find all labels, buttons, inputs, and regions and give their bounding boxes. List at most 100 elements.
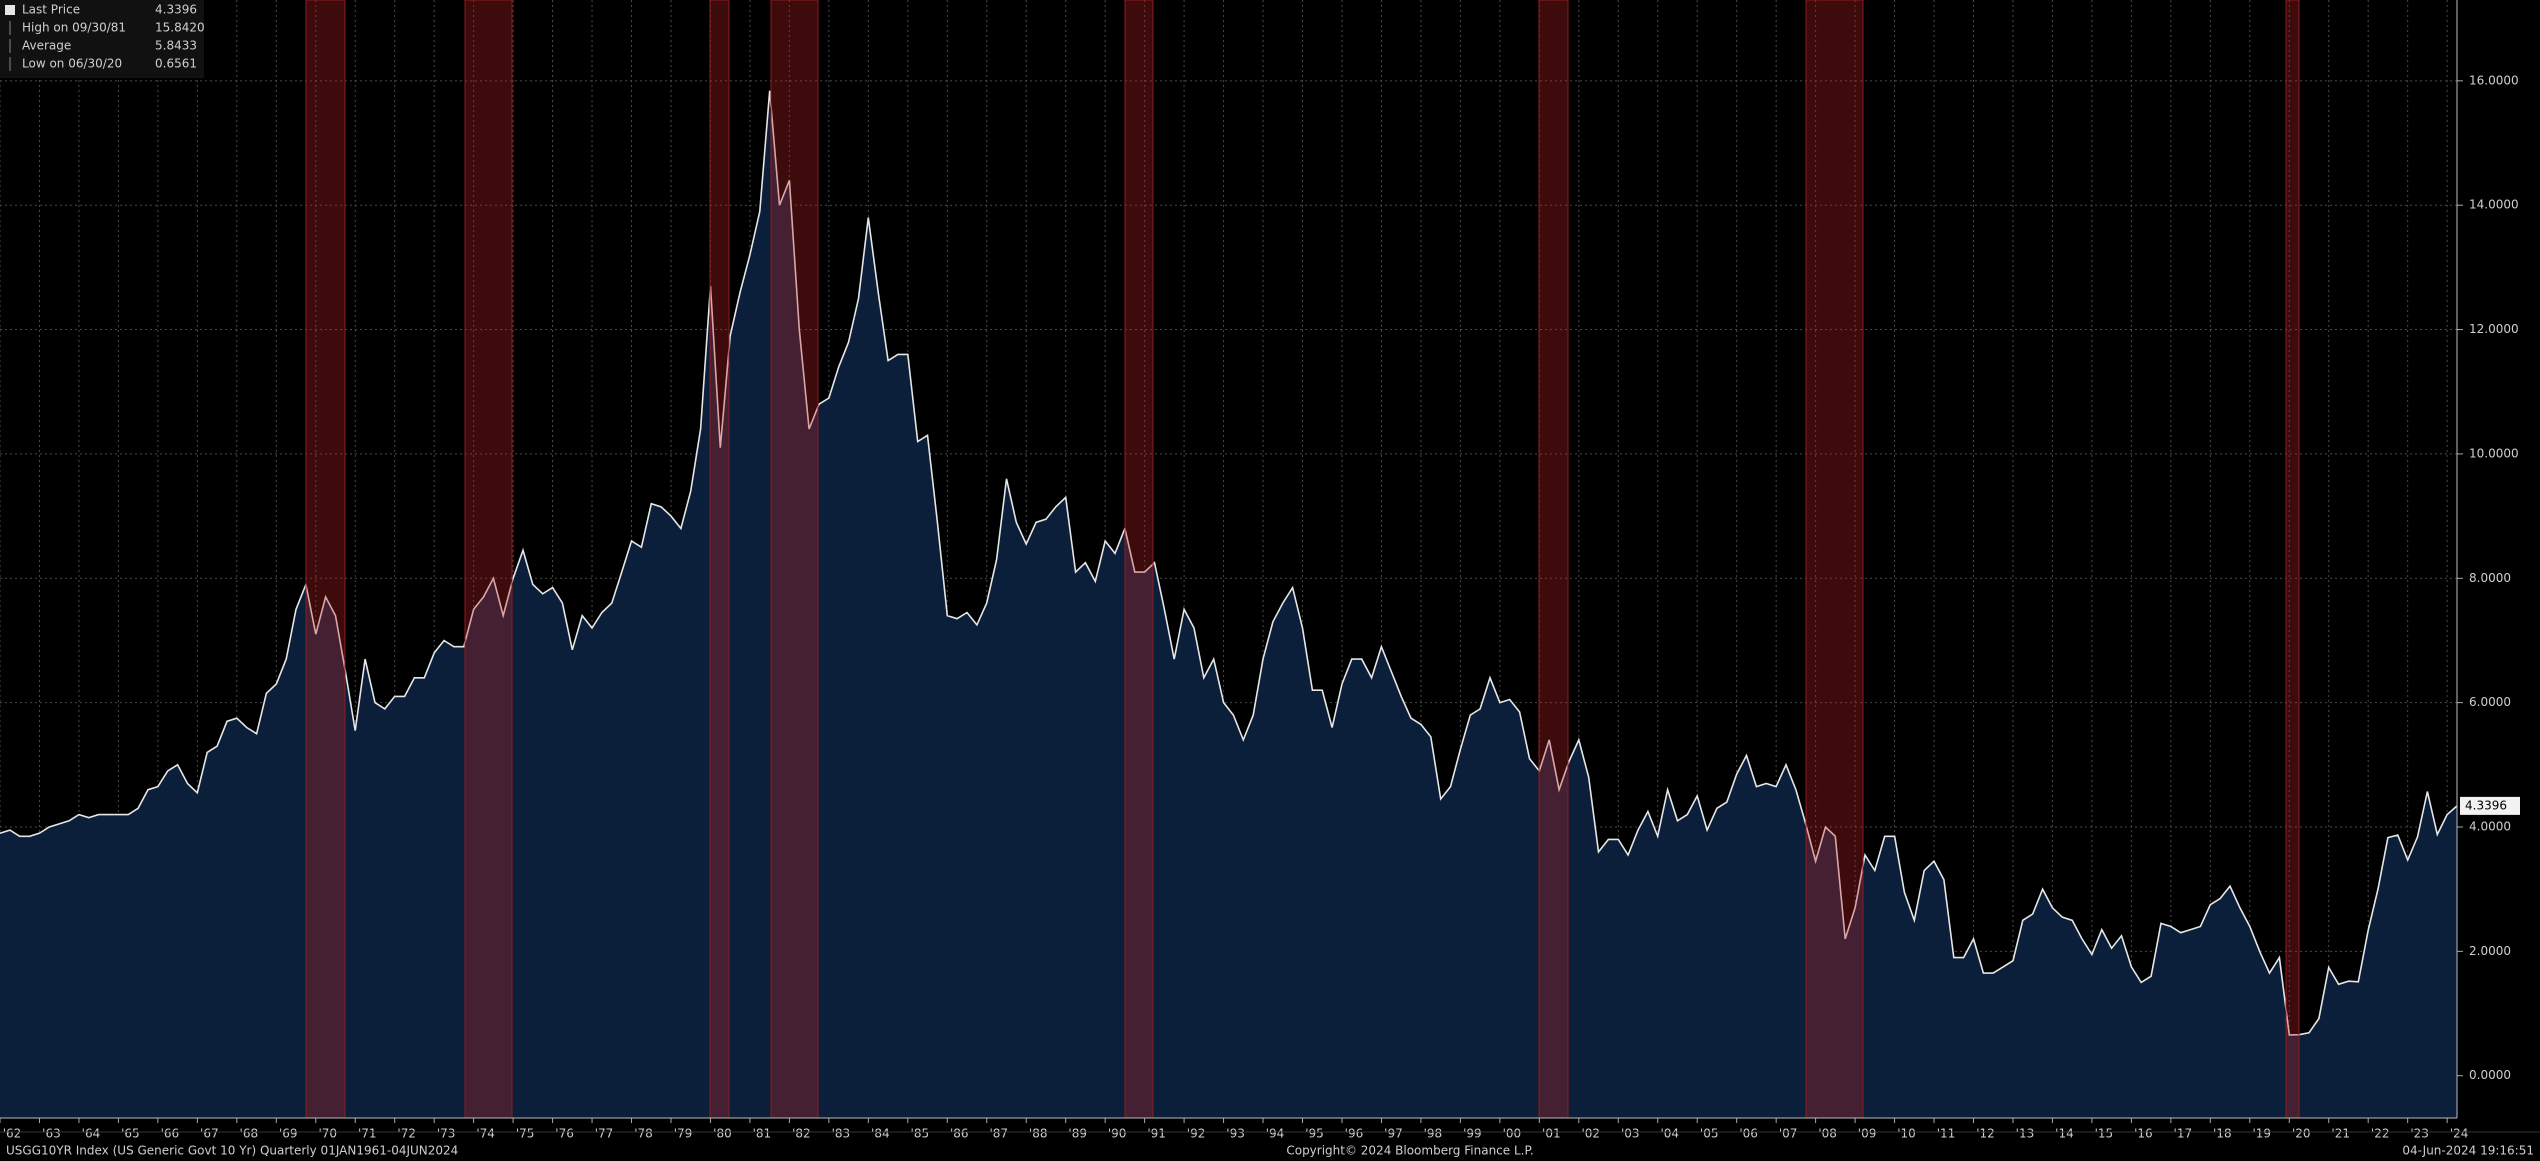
x-tick-label: '86 (950, 1127, 969, 1141)
x-tick-label: '63 (42, 1127, 61, 1141)
axis: 0.0000 2.0000 4.0000 6.0000 8.0000 10.0000 12.… (0, 0, 2520, 1141)
x-tick-label: '80 (713, 1127, 732, 1141)
x-tick-label: '67 (200, 1127, 219, 1141)
recession-band (305, 0, 346, 1119)
x-tick-label: '06 (1739, 1127, 1758, 1141)
y-tick-label: 4.0000 (2469, 819, 2511, 833)
x-tick-label: '90 (1108, 1127, 1127, 1141)
x-tick-label: '07 (1779, 1127, 1798, 1141)
x-tick-label: '13 (2016, 1127, 2035, 1141)
x-tick-label: '00 (1503, 1127, 1522, 1141)
recession-band (709, 0, 730, 1119)
legend-value: 15.8420 (155, 21, 205, 35)
x-tick-label: '18 (2213, 1127, 2232, 1141)
x-tick-label: '11 (1937, 1127, 1956, 1141)
x-tick-label: '96 (1345, 1127, 1364, 1141)
x-tick-label: '97 (1384, 1127, 1403, 1141)
x-tick-label: '20 (2292, 1127, 2311, 1141)
x-tick-label: '70 (318, 1127, 337, 1141)
x-tick-label: '05 (1700, 1127, 1719, 1141)
last-price-label: 4.3396 (2465, 798, 2507, 812)
x-tick-label: '02 (1582, 1127, 1601, 1141)
y-tick-label: 8.0000 (2469, 571, 2511, 585)
x-tick-label: '92 (1187, 1127, 1206, 1141)
recession-band (2285, 0, 2300, 1119)
legend-value: 4.3396 (155, 3, 197, 17)
y-tick-label: 6.0000 (2469, 695, 2511, 709)
legend-box (0, 0, 204, 78)
plot (0, 90, 2458, 1119)
x-tick-label: '66 (161, 1127, 180, 1141)
recession-band (1124, 0, 1154, 1119)
x-tick-label: '76 (555, 1127, 574, 1141)
x-tick-label: '24 (2450, 1127, 2469, 1141)
legend: Last Price 4.3396 High on 09/30/81 15.8420 A… (0, 0, 205, 78)
x-tick-label: '81 (753, 1127, 772, 1141)
x-tick-label: '84 (871, 1127, 890, 1141)
x-tick-label: '68 (240, 1127, 259, 1141)
x-tick-label: '78 (634, 1127, 653, 1141)
y-tick-label: 2.0000 (2469, 944, 2511, 958)
legend-name: Average (22, 39, 71, 53)
x-tick-label: '16 (2134, 1127, 2153, 1141)
x-tick-label: '23 (2410, 1127, 2429, 1141)
y-tick-label: 0.0000 (2469, 1068, 2511, 1082)
x-tick-label: '01 (1542, 1127, 1561, 1141)
x-tick-label: '64 (82, 1127, 101, 1141)
x-tick-label: '04 (1660, 1127, 1679, 1141)
recession-band (464, 0, 513, 1119)
legend-value: 0.6561 (155, 57, 197, 71)
y-tick-label: 14.0000 (2469, 198, 2519, 212)
x-tick-label: '89 (1068, 1127, 1087, 1141)
recession-band (770, 0, 819, 1119)
x-tick-label: '73 (437, 1127, 456, 1141)
x-tick-label: '98 (1424, 1127, 1443, 1141)
footer-right: 04-Jun-2024 19:16:51 (2402, 1144, 2534, 1158)
x-tick-label: '14 (2055, 1127, 2074, 1141)
x-tick-label: '87 (989, 1127, 1008, 1141)
x-tick-label: '69 (279, 1127, 298, 1141)
footer-left: USGG10YR Index (US Generic Govt 10 Yr) Q… (6, 1144, 458, 1158)
x-tick-label: '94 (1266, 1127, 1285, 1141)
y-tick-label: 16.0000 (2469, 73, 2519, 87)
x-tick-label: '71 (358, 1127, 377, 1141)
x-tick-label: '10 (1897, 1127, 1916, 1141)
legend-swatch (5, 5, 15, 15)
recession-band (1538, 0, 1569, 1119)
legend-name: Last Price (22, 3, 80, 17)
x-tick-label: '22 (2371, 1127, 2390, 1141)
x-tick-label: '17 (2174, 1127, 2193, 1141)
x-tick-label: '74 (476, 1127, 495, 1141)
x-tick-label: '95 (1305, 1127, 1324, 1141)
x-tick-label: '15 (2095, 1127, 2114, 1141)
last-price-tag (2460, 796, 2520, 815)
area (0, 90, 2457, 1119)
footer-center: Copyright© 2024 Bloomberg Finance L.P. (1286, 1144, 1533, 1158)
x-tick-label: '03 (1621, 1127, 1640, 1141)
x-tick-label: '12 (1976, 1127, 1995, 1141)
x-tick-label: '09 (1858, 1127, 1877, 1141)
legend-name: High on 09/30/81 (22, 21, 126, 35)
x-tick-label: '75 (516, 1127, 535, 1141)
x-tick-label: '99 (1463, 1127, 1482, 1141)
y-tick-label: 12.0000 (2469, 322, 2519, 336)
x-tick-label: '83 (832, 1127, 851, 1141)
line (0, 90, 2458, 1036)
x-tick-label: '72 (397, 1127, 416, 1141)
x-tick-label: '93 (1226, 1127, 1245, 1141)
x-tick-label: '85 (911, 1127, 930, 1141)
x-tick-label: '79 (674, 1127, 693, 1141)
x-tick-label: '08 (1818, 1127, 1837, 1141)
x-tick-label: '91 (1147, 1127, 1166, 1141)
x-tick-label: '82 (792, 1127, 811, 1141)
x-tick-label: '21 (2331, 1127, 2350, 1141)
y-tick-label: 10.0000 (2469, 446, 2519, 460)
x-tick-label: '88 (1029, 1127, 1048, 1141)
x-tick-label: '19 (2252, 1127, 2271, 1141)
x-tick-label: '62 (3, 1127, 22, 1141)
legend-name: Low on 06/30/20 (22, 57, 122, 71)
x-tick-label: '77 (595, 1127, 614, 1141)
legend-value: 5.8433 (155, 39, 197, 53)
x-tick-label: '65 (121, 1127, 140, 1141)
